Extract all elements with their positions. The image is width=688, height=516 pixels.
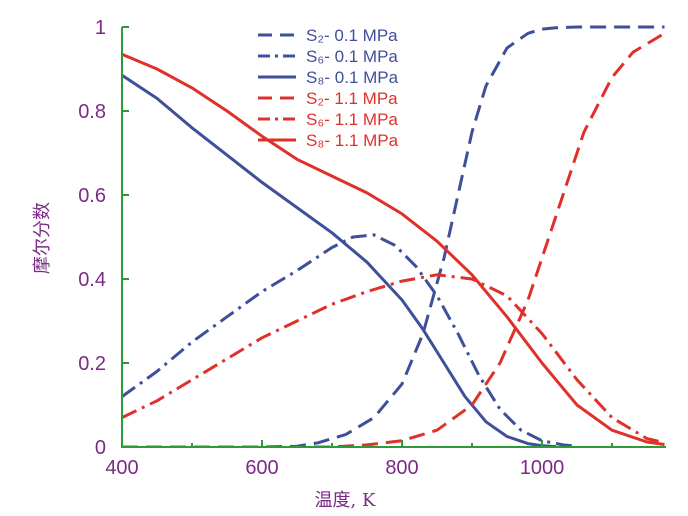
y-tick-label: 0.6 [78,185,106,207]
legend-label-4: S₂- 1.1 MPa [306,89,398,108]
legend-label-6: S₈- 1.1 MPa [306,131,399,150]
y-tick-label: 0 [95,437,106,459]
series-line-1 [122,25,665,447]
x-tick-label: 400 [105,457,138,479]
y-tick-label: 1 [95,17,106,39]
series-line-2 [122,233,578,447]
y-tick-label: 0.2 [78,353,106,375]
legend-label-1: S₂- 0.1 MPa [306,26,398,45]
x-axis-title: 温度, K [315,490,376,511]
x-tick-label: 1000 [520,457,565,479]
legend-label-3: S₈- 0.1 MPa [306,68,399,87]
series-line-3 [122,74,557,447]
tick-labels: 400 600 800 1000 0 0.2 0.4 0.6 0.8 1 [78,17,564,479]
x-tick-label: 600 [245,457,278,479]
y-tick-label: 0.4 [78,269,106,291]
x-tick-label: 800 [385,457,418,479]
series-line-6 [122,52,665,446]
legend: S₂- 0.1 MPa S₆- 0.1 MPa S₈- 0.1 MPa S₂- 1.1… [258,26,399,150]
axes [121,27,666,448]
y-tick-label: 0.8 [78,101,106,123]
plot-lines [122,25,666,447]
series-line-4 [122,32,666,447]
legend-label-5: S₆- 1.1 MPa [306,110,398,129]
series-line-5 [122,273,665,445]
ticks [121,26,613,448]
y-axis-title: 摩尔分数 [32,202,53,274]
legend-label-2: S₆- 0.1 MPa [306,47,398,66]
